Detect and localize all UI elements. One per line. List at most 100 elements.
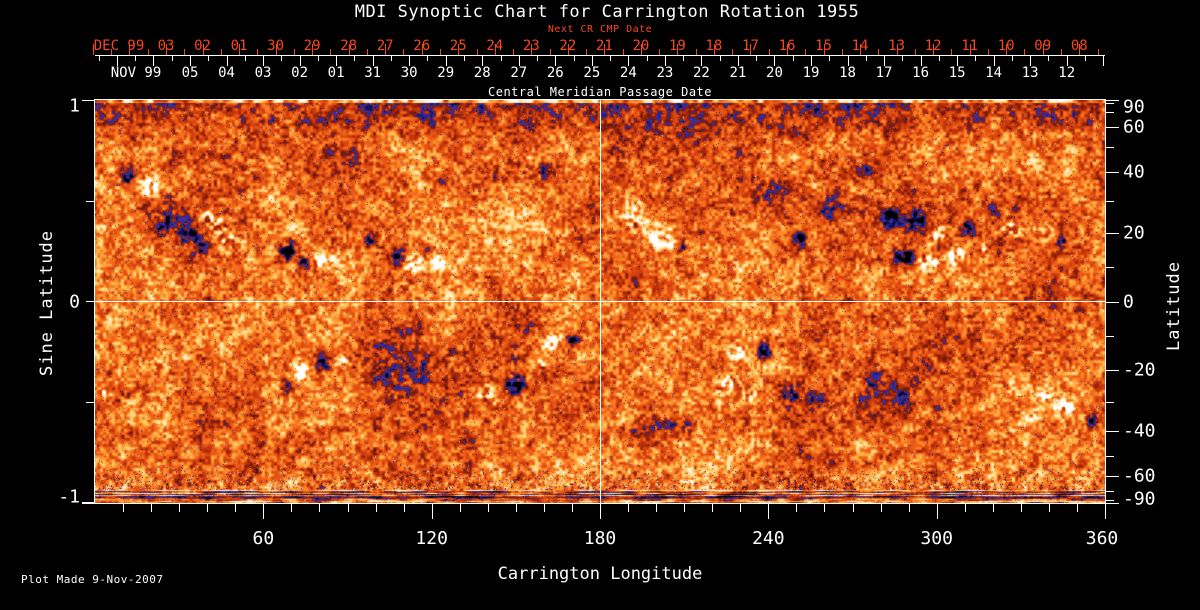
next-cr-day-tick xyxy=(896,44,898,55)
cmp-halfday-tick xyxy=(1048,56,1050,61)
right-axis-tick xyxy=(1106,402,1114,403)
cmp-halfday-tick xyxy=(865,56,867,61)
next-cr-halfday-tick xyxy=(768,49,770,55)
right-axis-tick-label: -60 xyxy=(1123,465,1156,487)
bottom-axis-tick xyxy=(852,504,854,512)
next-cr-day-label: 24 xyxy=(486,38,504,54)
next-cr-day-tick xyxy=(1006,44,1008,55)
cmp-halfday-tick xyxy=(975,56,977,61)
right-axis-tick xyxy=(1106,127,1119,128)
next-cr-halfday-tick xyxy=(293,49,295,55)
bottom-axis-tick xyxy=(1105,504,1106,519)
cmp-day-tick xyxy=(299,56,301,66)
cmp-halfday-tick xyxy=(500,56,502,61)
cmp-day-label: 26 xyxy=(546,65,564,81)
right-axis-tick xyxy=(1106,431,1119,432)
right-axis-tick xyxy=(1106,267,1114,268)
next-cr-day-label: 19 xyxy=(668,38,686,54)
right-axis-tick xyxy=(1106,503,1119,504)
next-cr-day-label: 30 xyxy=(267,38,285,54)
bottom-axis-tick xyxy=(656,504,658,512)
right-axis-tick-label: 90 xyxy=(1123,96,1145,118)
right-axis-tick-label: 20 xyxy=(1123,222,1145,244)
bottom-axis-tick xyxy=(1048,504,1050,512)
next-cr-day-tick xyxy=(787,44,788,55)
bottom-axis-tick xyxy=(1020,504,1022,512)
next-cr-day-tick xyxy=(860,44,862,55)
next-cr-day-label: 23 xyxy=(522,38,540,54)
next-cr-day-label: 16 xyxy=(778,38,796,54)
cmp-day-label: 12 xyxy=(1058,65,1076,81)
bottom-axis-tick xyxy=(263,504,265,519)
cmp-day-tick xyxy=(664,56,666,66)
next-cr-month-label: DEC 99 xyxy=(93,38,145,54)
cmp-day-tick xyxy=(445,56,447,66)
next-cr-day-tick xyxy=(458,44,460,55)
cmp-day-label: 16 xyxy=(912,65,930,81)
next-cr-halfday-tick xyxy=(184,49,186,55)
cmp-day-label: 13 xyxy=(1021,65,1039,81)
cmp-day-tick xyxy=(628,56,630,66)
cmp-day-tick xyxy=(811,56,812,66)
plot-made-timestamp: Plot Made 9-Nov-2007 xyxy=(21,573,164,586)
bottom-axis-tick xyxy=(571,504,573,512)
cmp-day-tick xyxy=(774,56,776,66)
bottom-axis-tick xyxy=(712,504,714,512)
cmp-halfday-tick xyxy=(208,56,210,61)
bottom-axis-tick xyxy=(375,504,377,512)
next-cr-halfday-tick xyxy=(1024,49,1026,55)
next-cr-day-tick xyxy=(823,44,825,55)
bottom-axis-tick-label: 240 xyxy=(752,528,785,549)
next-cr-day-tick xyxy=(1079,44,1081,55)
cmp-halfday-tick xyxy=(537,56,539,61)
cmp-day-label: 15 xyxy=(948,65,966,81)
bottom-axis-tick xyxy=(459,504,461,512)
next-cr-halfday-tick xyxy=(586,49,588,55)
bottom-axis-tick xyxy=(431,504,433,519)
cmp-day-tick xyxy=(116,56,118,66)
cmp-halfday-tick xyxy=(573,56,575,61)
next-cr-day-tick xyxy=(385,44,387,55)
cmp-day-label: 23 xyxy=(656,65,674,81)
cmp-halfday-tick xyxy=(1011,56,1013,61)
left-axis-tick xyxy=(82,100,95,101)
right-axis-tick xyxy=(1106,370,1119,371)
cmp-day-label: 31 xyxy=(364,65,382,81)
date-axis-line xyxy=(95,55,1105,56)
next-cr-day-label: 25 xyxy=(449,38,467,54)
x-axis-title: Carrington Longitude xyxy=(497,564,703,584)
bottom-axis-tick xyxy=(964,504,966,512)
bottom-axis-tick xyxy=(543,504,545,512)
next-cr-halfday-tick xyxy=(403,49,405,55)
bottom-axis-tick xyxy=(768,504,770,519)
bottom-axis-tick xyxy=(1076,504,1078,512)
bottom-axis-tick-label: 120 xyxy=(415,528,448,549)
cmp-day-tick xyxy=(336,56,338,66)
cmp-day-tick xyxy=(482,56,484,66)
cmp-day-label: 27 xyxy=(510,65,528,81)
right-axis-tick xyxy=(1106,476,1119,477)
next-cr-halfday-tick xyxy=(695,49,697,55)
cmp-month-label: NOV 99 xyxy=(110,65,162,81)
next-cr-halfday-tick xyxy=(622,49,624,55)
cmp-day-label: 28 xyxy=(473,65,491,81)
right-axis-tick-label: -20 xyxy=(1123,359,1156,381)
next-cr-day-label: 27 xyxy=(376,38,394,54)
cmp-day-tick xyxy=(884,56,886,66)
next-cr-day-tick xyxy=(713,44,715,55)
next-cr-day-tick xyxy=(640,44,642,55)
next-cr-day-label: 01 xyxy=(230,38,248,54)
left-axis-tick xyxy=(86,301,95,302)
cmp-day-tick xyxy=(847,56,849,66)
central-meridian-passage-date-label: Central Meridian Passage Date xyxy=(487,85,713,99)
next-cr-day-tick xyxy=(239,44,241,55)
bottom-axis-tick xyxy=(487,504,489,512)
y-axis-right-title: Latitude xyxy=(1164,261,1184,351)
cmp-day-label: 25 xyxy=(583,65,601,81)
next-cr-halfday-tick xyxy=(220,49,222,55)
cmp-day-tick xyxy=(1103,56,1105,66)
next-cr-day-label: 28 xyxy=(340,38,358,54)
cmp-day-label: 30 xyxy=(400,65,418,81)
next-cr-day-tick xyxy=(677,44,679,55)
next-cr-day-tick xyxy=(494,44,496,55)
